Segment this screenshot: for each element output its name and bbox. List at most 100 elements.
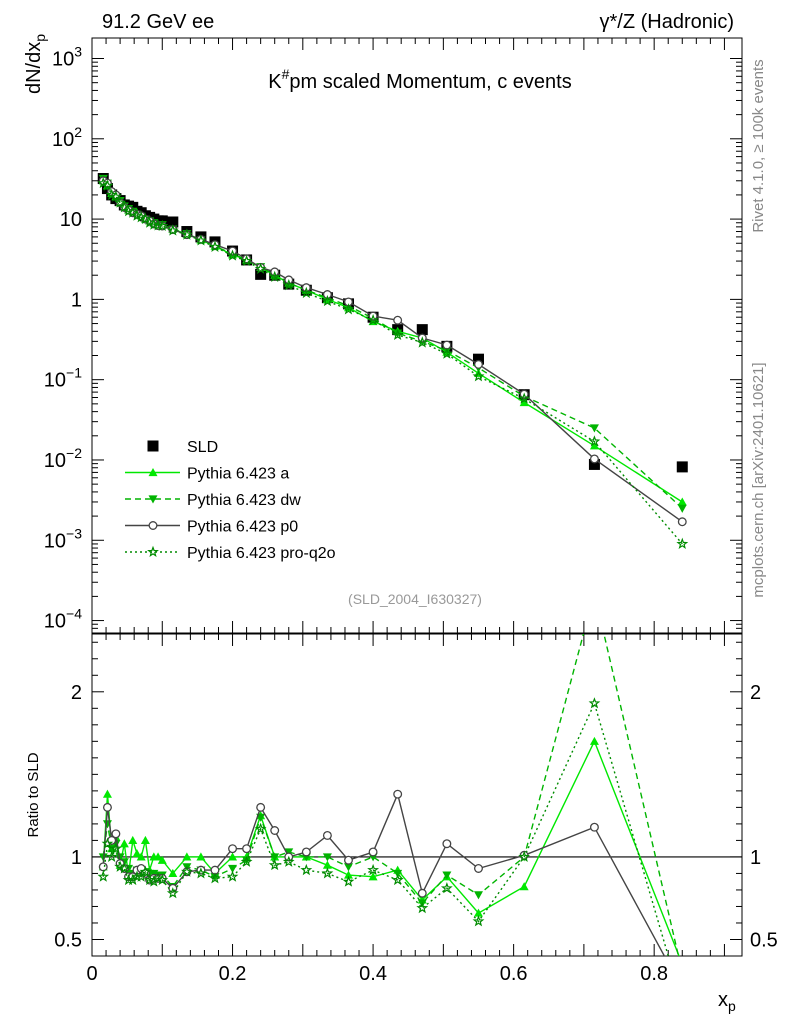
data-point bbox=[300, 286, 313, 299]
data-point bbox=[268, 270, 281, 282]
legend-label: Pythia 6.423 dw bbox=[187, 492, 301, 509]
data-point bbox=[156, 219, 169, 231]
ratio-y-tick-label-right: 1 bbox=[750, 847, 761, 869]
x-tick-label: 0.4 bbox=[359, 963, 387, 985]
data-point bbox=[417, 888, 427, 898]
data-point bbox=[588, 458, 600, 470]
data-point bbox=[472, 353, 484, 365]
data-point bbox=[442, 871, 452, 880]
data-point bbox=[321, 295, 334, 307]
legend-entry: Pythia 6.423 a bbox=[125, 466, 289, 483]
data-point bbox=[110, 842, 122, 854]
series-pythia-6-423-a bbox=[98, 176, 687, 506]
ratio-series-pythia-6-423-pro-q2o bbox=[97, 697, 670, 956]
tick-label-base: 10 bbox=[44, 530, 66, 552]
data-point bbox=[300, 863, 313, 876]
data-point bbox=[254, 822, 267, 834]
data-point bbox=[148, 495, 158, 504]
data-point bbox=[148, 468, 158, 477]
ratio-series-pythia-6-423-dw bbox=[98, 634, 680, 956]
tick-label-base: 10 bbox=[52, 129, 74, 151]
tick-label-exponent: −2 bbox=[66, 445, 82, 461]
series-pythia-6-423-pro-q2o bbox=[97, 177, 689, 550]
data-point bbox=[322, 860, 332, 869]
ratio-line bbox=[102, 739, 680, 956]
data-point bbox=[474, 864, 483, 873]
data-point bbox=[209, 872, 221, 884]
data-point bbox=[368, 872, 378, 881]
data-point bbox=[210, 873, 220, 882]
data-point bbox=[440, 882, 453, 894]
data-point bbox=[589, 822, 599, 832]
data-point bbox=[157, 855, 167, 864]
data-point bbox=[195, 234, 207, 246]
data-point bbox=[301, 847, 311, 857]
data-point bbox=[147, 545, 159, 557]
data-point bbox=[140, 835, 150, 845]
data-point bbox=[254, 262, 267, 274]
legend-label: Pythia 6.423 pro-q2o bbox=[187, 545, 336, 562]
data-point bbox=[136, 852, 146, 861]
analysis-label: (SLD_2004_I630327) bbox=[348, 591, 482, 607]
data-point bbox=[166, 887, 179, 899]
legend-entry: Pythia 6.423 p0 bbox=[125, 519, 298, 536]
ratio-y-tick-label-right: 0.5 bbox=[750, 929, 778, 951]
data-point bbox=[180, 228, 193, 240]
data-point bbox=[677, 504, 687, 513]
data-point bbox=[472, 915, 485, 927]
data-point bbox=[473, 908, 483, 917]
data-point bbox=[589, 736, 599, 745]
data-point bbox=[677, 497, 687, 506]
ratio-series-pythia-6-423-a bbox=[98, 736, 680, 956]
tick-label-base: 1 bbox=[71, 289, 82, 311]
ratio-y-axis-label: Ratio to SLD bbox=[25, 752, 42, 837]
series-sld bbox=[97, 173, 688, 473]
data-point bbox=[111, 829, 121, 839]
data-point bbox=[270, 853, 280, 862]
data-point bbox=[105, 850, 118, 863]
data-point bbox=[256, 802, 266, 812]
data-point bbox=[518, 392, 530, 404]
process-label: γ*/Z (Hadronic) bbox=[600, 11, 734, 33]
x-tick-label: 0 bbox=[86, 963, 97, 985]
main-axis-ticks bbox=[91, 38, 742, 634]
data-point bbox=[393, 329, 403, 338]
data-point bbox=[240, 254, 253, 267]
ratio-tick-labels: 0.5 0.5 1 1 2 2 0 0.2 0.4 0.6 0.8 bbox=[54, 682, 778, 985]
data-point bbox=[240, 855, 253, 867]
ratio-frame bbox=[91, 633, 743, 957]
data-point bbox=[226, 870, 239, 882]
y-tick-label: 10−3 bbox=[44, 525, 82, 552]
series-line bbox=[102, 182, 683, 545]
ratio-y-tick-label: 1 bbox=[71, 847, 82, 869]
rivet-label: Rivet 4.1.0, ≥ 100k events bbox=[750, 59, 767, 232]
x-axis-label: xp bbox=[718, 989, 736, 1014]
legend-label: Pythia 6.423 p0 bbox=[187, 519, 298, 536]
data-point bbox=[101, 837, 114, 849]
data-point bbox=[343, 863, 353, 872]
data-point bbox=[282, 279, 295, 291]
tick-label-exponent: −3 bbox=[66, 525, 82, 541]
chart-title: K#pm scaled Momentum, c events bbox=[268, 66, 571, 93]
data-point bbox=[242, 844, 252, 854]
data-point bbox=[156, 873, 169, 886]
data-point bbox=[148, 521, 158, 530]
data-point bbox=[270, 826, 280, 835]
data-point bbox=[135, 870, 148, 882]
ratio-y-tick-label-right: 2 bbox=[750, 682, 761, 704]
data-point bbox=[114, 196, 127, 208]
data-point bbox=[284, 848, 294, 857]
data-point bbox=[228, 852, 238, 861]
y-tick-label: 10−4 bbox=[44, 606, 82, 633]
data-point bbox=[367, 863, 380, 876]
ratio-series-pythia-6-423-p0 bbox=[98, 789, 666, 956]
data-point bbox=[676, 537, 689, 550]
data-point bbox=[132, 849, 142, 858]
tick-label-exponent: −1 bbox=[66, 365, 82, 381]
energy-label: 91.2 GeV ee bbox=[102, 11, 214, 33]
ratio-series bbox=[92, 634, 742, 956]
data-point bbox=[440, 347, 453, 359]
